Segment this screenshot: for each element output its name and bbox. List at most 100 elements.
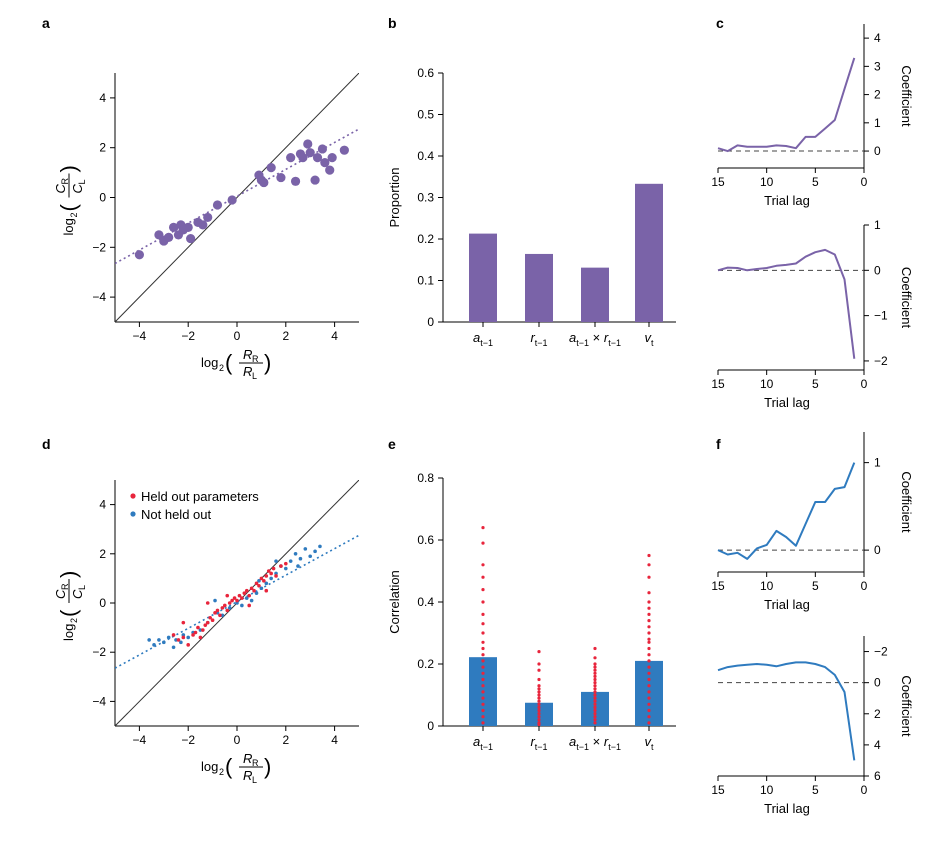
a-plot-area <box>115 73 359 322</box>
e-individual-point <box>593 702 597 706</box>
a-data-point <box>298 153 308 163</box>
d-x-tick-label: 0 <box>234 733 241 747</box>
e-individual-point <box>481 677 485 682</box>
panel-e: 0 0.2 0.4 0.6 0.8 at−1 rt−1 at−1 × rt−1 vt Correl… <box>387 471 676 752</box>
a-x-tick-label: −2 <box>181 329 195 343</box>
e-y-tick-label: 0.8 <box>417 471 434 485</box>
panel-label-b: b <box>388 15 397 31</box>
f2-x-tick-label: 0 <box>861 783 868 797</box>
e-y-tick-label: 0.2 <box>417 657 434 671</box>
e-category-label: at−1 × rt−1 <box>569 734 621 752</box>
e-individual-point <box>537 650 541 654</box>
e-individual-point <box>537 705 541 710</box>
d-held-out-point <box>235 598 239 603</box>
a-data-point <box>327 153 337 163</box>
a-identity-line <box>115 73 359 322</box>
a-x-label-num-sub: R <box>252 354 259 364</box>
d-not-held-out-point <box>298 556 303 561</box>
e-individual-point <box>537 662 541 666</box>
d-held-out-point <box>269 571 273 576</box>
panel-label-a: a <box>42 15 50 31</box>
b-y-tick-label: 0 <box>427 315 434 329</box>
panel-label-c: c <box>716 15 724 31</box>
e-category-label: rt−1 <box>530 734 547 752</box>
d-held-out-point <box>266 569 271 573</box>
a-y-tick-label: 0 <box>99 191 106 205</box>
e-individual-point <box>593 665 597 669</box>
d-not-held-out-point <box>308 554 313 559</box>
d-not-held-out-point <box>181 633 186 637</box>
d-y-tick-label: −4 <box>92 694 106 708</box>
e-individual-point <box>593 681 597 685</box>
d-x-tick-label: 4 <box>331 733 338 747</box>
d-legend-marker-not-held-out <box>130 511 136 517</box>
d-held-out-point <box>230 598 234 603</box>
d-not-held-out-point <box>244 596 249 600</box>
d-not-held-out-point <box>186 635 190 640</box>
panel-b: 0 0.1 0.2 0.3 0.4 0.5 0.6 at−1 rt−1 at−1 × rt−1 vt… <box>387 66 676 348</box>
b-y-tick-label: 0.3 <box>417 191 434 205</box>
d-not-held-out-point <box>296 564 300 568</box>
a-x-label: log 2(R RR L) <box>201 347 271 381</box>
e-individual-point <box>593 668 597 672</box>
d-held-out-point <box>193 630 198 635</box>
f2-series-line <box>717 661 856 761</box>
d-held-out-point <box>257 583 261 588</box>
panel-label-f: f <box>716 436 721 452</box>
d-not-held-out-point <box>259 586 264 591</box>
b-y-tick-label: 0.1 <box>417 274 434 288</box>
b-bar <box>581 267 609 322</box>
b-category-label: at−1 <box>473 330 493 348</box>
e-individual-point <box>537 702 541 706</box>
b-y-tick-label: 0.2 <box>417 232 434 246</box>
a-fit-line <box>115 128 359 265</box>
d-held-out-point <box>254 581 259 586</box>
e-individual-point <box>481 702 485 706</box>
e-individual-point <box>537 712 541 716</box>
a-data-point <box>154 230 164 240</box>
c1-y-tick-label: 4 <box>874 31 881 45</box>
d-not-held-out-point <box>269 576 273 581</box>
c1-x-tick-label: 0 <box>861 175 868 189</box>
panel-label-d: d <box>42 436 51 452</box>
a-data-point <box>286 153 296 163</box>
a-data-point <box>134 250 144 260</box>
e-individual-point <box>593 656 597 660</box>
b-y-tick-label: 0.5 <box>417 108 434 122</box>
e-individual-point <box>481 671 485 675</box>
a-x-tick-label: 4 <box>331 329 338 343</box>
d-y-label-paren-right: ) <box>56 571 81 578</box>
e-individual-point <box>647 600 651 604</box>
e-individual-point <box>593 687 597 691</box>
d-not-held-out-point <box>257 579 261 583</box>
e-individual-point <box>481 600 485 604</box>
d-not-held-out-point <box>249 598 254 603</box>
d-held-out-point <box>176 638 181 642</box>
d-held-out-point <box>271 566 276 571</box>
d-x-tick-label: 2 <box>282 733 289 747</box>
e-individual-point <box>593 715 597 719</box>
d-legend-held-out: Held out parameters <box>141 489 259 504</box>
c1-series-line <box>717 57 856 153</box>
d-held-out-point <box>259 576 264 581</box>
e-individual-point <box>647 591 651 595</box>
f2-y-tick-label: 2 <box>874 707 881 721</box>
d-held-out-point <box>208 615 212 620</box>
a-y-label-log-sub: 2 <box>69 212 79 217</box>
a-x-label-num: R <box>243 347 252 362</box>
e-individual-point <box>481 690 485 694</box>
panel-c-top: 0 1 2 3 4 15 10 5 0 Trial lag Coefficient <box>711 24 914 208</box>
d-held-out-point <box>247 603 251 608</box>
e-individual-point <box>593 705 597 710</box>
e-individual-point <box>647 563 651 567</box>
d-held-out-point <box>227 601 232 605</box>
e-y-tick-label: 0.6 <box>417 533 434 547</box>
a-y-label-paren-right: ) <box>56 165 81 172</box>
e-individual-point <box>593 684 597 688</box>
e-individual-point <box>647 606 651 610</box>
d-x-tick-label: −4 <box>133 733 147 747</box>
c2-x-tick-label: 10 <box>760 377 774 391</box>
d-y-label-num-sub: R <box>60 583 70 590</box>
f2-x-label: Trial lag <box>764 801 810 816</box>
d-held-out-point <box>213 611 217 615</box>
